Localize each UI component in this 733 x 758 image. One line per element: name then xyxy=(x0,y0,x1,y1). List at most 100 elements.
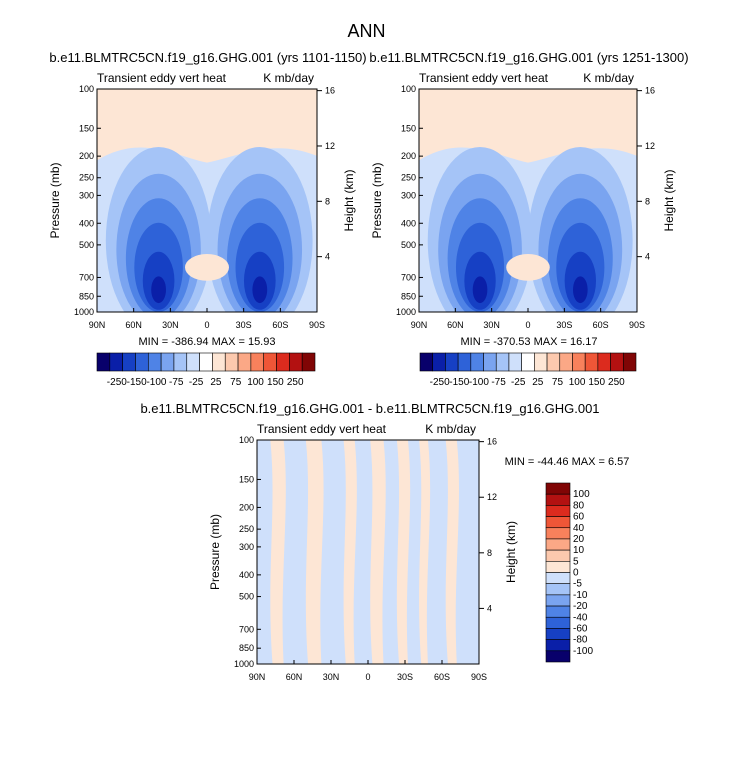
colorbar-box xyxy=(545,527,571,540)
colorbar-label: 250 xyxy=(287,377,304,388)
y-tick-label: 500 xyxy=(79,240,94,250)
y-tick-label: 1000 xyxy=(396,307,416,317)
colorbar-box xyxy=(545,583,571,596)
colorbar-label: -10 xyxy=(573,590,588,601)
colorbar xyxy=(96,352,316,372)
colorbar-box xyxy=(545,538,571,551)
colorbar-box xyxy=(160,352,175,372)
positive-blob xyxy=(185,254,229,281)
y-tick-label: 700 xyxy=(239,624,254,634)
y-tick-label: 200 xyxy=(239,502,254,512)
y-axis-label: Pressure (mb) xyxy=(208,514,222,590)
y-tick-label: 150 xyxy=(79,123,94,133)
y-tick-label: 400 xyxy=(79,218,94,228)
x-tick-label: 60N xyxy=(286,672,303,682)
variable-label: Transient eddy vert heat xyxy=(257,422,387,436)
units-label: K mb/day xyxy=(263,71,314,85)
colorbar-box xyxy=(186,352,200,372)
y-tick-label: 100 xyxy=(239,435,254,445)
colorbar-box xyxy=(263,352,277,372)
colorbar-label: -100 xyxy=(146,377,166,388)
y-tick-label: 100 xyxy=(401,84,416,94)
y-tick-label: 300 xyxy=(79,190,94,200)
contour-level xyxy=(252,276,268,304)
colorbar-box xyxy=(521,352,535,372)
y-tick-label: 700 xyxy=(401,272,416,282)
colorbar-box xyxy=(483,352,497,372)
y2-tick-label: 12 xyxy=(487,492,497,502)
colorbar-label: 20 xyxy=(573,534,585,545)
colorbar-box xyxy=(301,352,316,372)
positive-stripe xyxy=(419,440,431,664)
colorbar-label: 250 xyxy=(608,377,625,388)
y-tick-label: 100 xyxy=(79,84,94,94)
x-tick-label: 90N xyxy=(89,320,106,330)
colorbar-box xyxy=(495,352,510,372)
colorbar-label: -250 xyxy=(107,377,127,388)
positive-stripe xyxy=(445,440,459,664)
colorbar-box xyxy=(470,352,484,372)
colorbar-label: -100 xyxy=(469,377,489,388)
positive-blob xyxy=(506,254,550,281)
negative-background xyxy=(257,440,479,664)
colorbar-label: 150 xyxy=(588,377,605,388)
y2-tick-label: 16 xyxy=(487,437,497,447)
x-tick-label: 0 xyxy=(204,320,209,330)
y2-tick-label: 12 xyxy=(645,141,655,151)
y-tick-label: 300 xyxy=(239,542,254,552)
units-label: K mb/day xyxy=(425,422,476,436)
y-tick-label: 250 xyxy=(239,524,254,534)
colorbar-label: -75 xyxy=(169,377,184,388)
colorbar-box xyxy=(545,493,571,506)
y2-axis-label: Height (km) xyxy=(342,169,356,231)
x-tick-label: 90N xyxy=(411,320,428,330)
y-tick-label: 1000 xyxy=(74,307,94,317)
positive-stripe xyxy=(270,440,286,664)
colorbar-label: 100 xyxy=(573,489,590,500)
colorbar-box xyxy=(122,352,136,372)
colorbar-box xyxy=(545,561,571,573)
colorbar-label: 75 xyxy=(552,377,564,388)
colorbar-box xyxy=(584,352,599,372)
colorbar-label: -75 xyxy=(491,377,506,388)
x-tick-label: 0 xyxy=(365,672,370,682)
x-tick-label: 30S xyxy=(397,672,413,682)
panel-title: b.e11.BLMTRC5CN.f19_g16.GHG.001 (yrs 110… xyxy=(49,50,366,65)
panel-1 xyxy=(96,88,322,372)
y2-tick-label: 8 xyxy=(325,196,330,206)
x-tick-label: 90S xyxy=(471,672,487,682)
colorbar xyxy=(545,482,571,663)
colorbar-box xyxy=(545,616,571,629)
x-tick-label: 30S xyxy=(236,320,252,330)
colorbar-box xyxy=(237,352,252,372)
colorbar-box xyxy=(545,505,571,517)
colorbar-box xyxy=(545,639,571,652)
colorbar-box xyxy=(545,605,571,618)
contour-level xyxy=(572,276,588,304)
colorbar-label: -150 xyxy=(449,377,469,388)
contour-level xyxy=(151,276,166,304)
y-tick-label: 850 xyxy=(79,291,94,301)
colorbar-box xyxy=(508,352,522,372)
y-tick-label: 400 xyxy=(401,218,416,228)
x-tick-label: 30S xyxy=(556,320,572,330)
positive-stripe xyxy=(343,440,357,664)
units-label: K mb/day xyxy=(583,71,634,85)
colorbar-label: -100 xyxy=(573,646,593,657)
colorbar-label: 60 xyxy=(573,512,585,523)
colorbar-box xyxy=(96,352,111,372)
y-tick-label: 700 xyxy=(79,272,94,282)
colorbar-box xyxy=(559,352,573,372)
y-tick-label: 850 xyxy=(239,643,254,653)
colorbar-box xyxy=(610,352,624,372)
x-tick-label: 90S xyxy=(629,320,645,330)
colorbar-box xyxy=(545,482,571,495)
x-tick-label: 60S xyxy=(434,672,450,682)
variable-label: Transient eddy vert heat xyxy=(97,71,227,85)
y-tick-label: 200 xyxy=(401,151,416,161)
y-tick-label: 1000 xyxy=(234,659,254,669)
colorbar-label: 5 xyxy=(573,556,579,567)
variable-label: Transient eddy vert heat xyxy=(419,71,549,85)
y-tick-label: 400 xyxy=(239,570,254,580)
